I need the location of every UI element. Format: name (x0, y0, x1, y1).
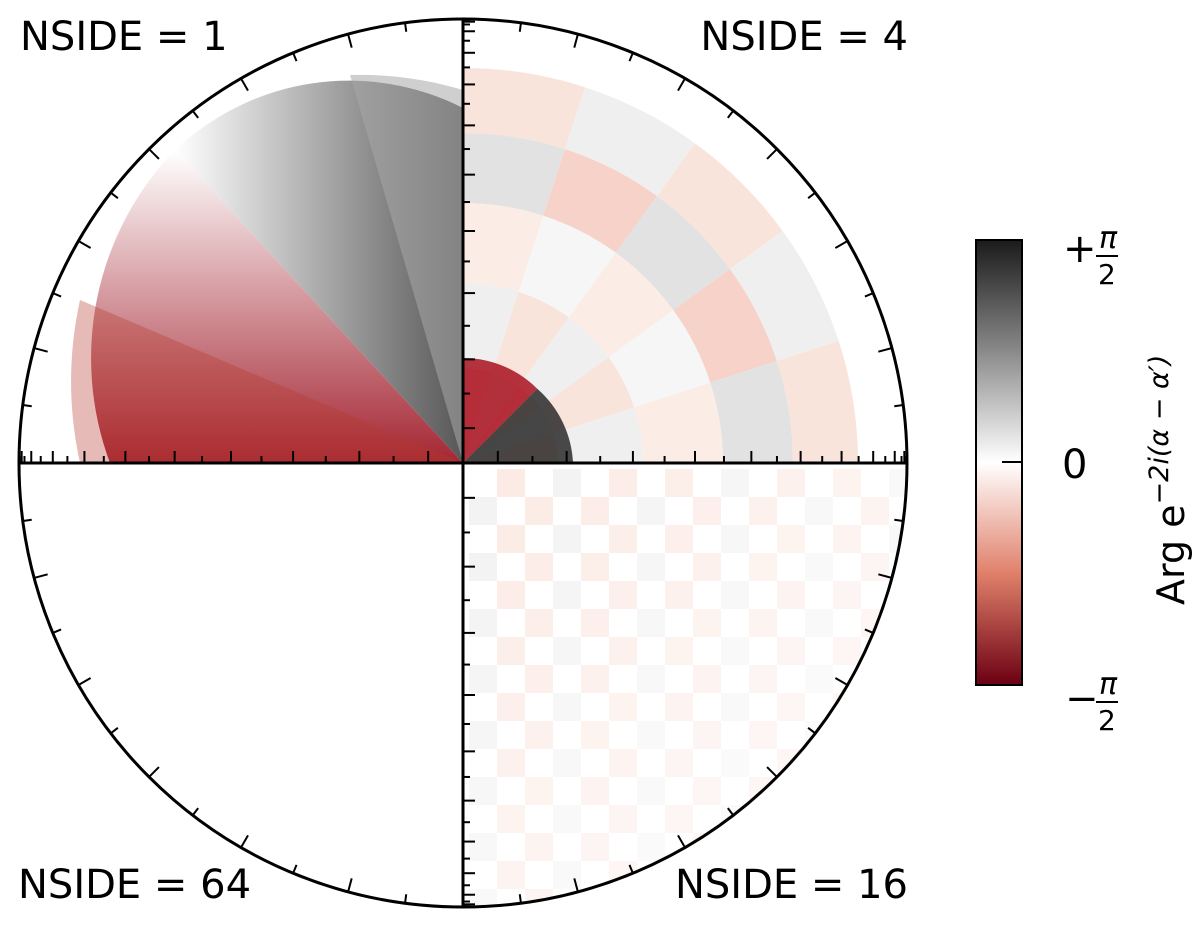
label-nside-64: NSIDE = 64 (18, 862, 251, 908)
nside-16-region (469, 469, 907, 907)
colorbar-min-label: − π 2 (1065, 667, 1118, 737)
axis-ticks (18, 18, 908, 908)
colorbar: + π 2 0 − π 2 Arg e−2i(α − α′) (975, 221, 1193, 737)
svg-text:π: π (1099, 667, 1118, 702)
svg-text:−: − (1065, 676, 1099, 722)
nside-1-region (71, 74, 464, 463)
svg-text:+: + (1063, 226, 1097, 272)
svg-text:Arg e−2i(α − α′): Arg e−2i(α − α′) (1144, 355, 1193, 605)
svg-text:2: 2 (1098, 704, 1116, 737)
svg-text:π: π (1099, 221, 1118, 256)
colorbar-max-label: + π 2 (1063, 221, 1118, 291)
svg-text:2: 2 (1098, 258, 1116, 291)
label-nside-4: NSIDE = 4 (700, 14, 908, 60)
label-nside-1: NSIDE = 1 (20, 14, 228, 60)
nside-4-region (463, 68, 858, 463)
colorbar-mid-label: 0 (1062, 442, 1087, 488)
colorbar-title: Arg e−2i(α − α′) (1144, 355, 1193, 605)
label-nside-16: NSIDE = 16 (675, 862, 908, 908)
